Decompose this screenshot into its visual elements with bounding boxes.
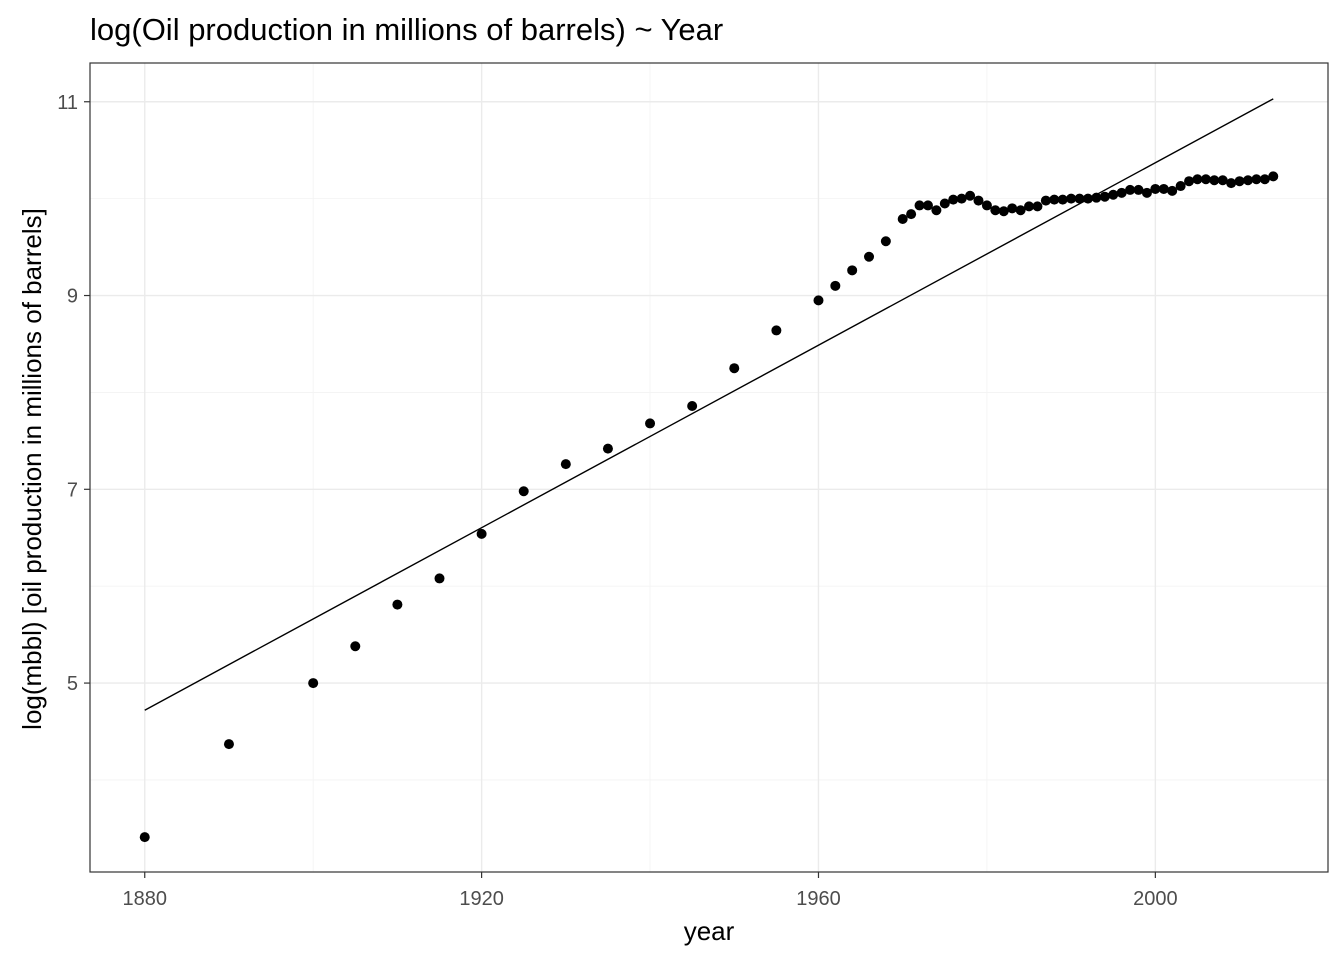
chart-title: log(Oil production in millions of barrel… bbox=[90, 12, 723, 47]
data-point bbox=[1015, 205, 1026, 216]
data-point bbox=[931, 205, 942, 216]
data-point bbox=[1108, 189, 1119, 200]
data-point bbox=[1125, 184, 1136, 195]
data-point bbox=[1049, 194, 1060, 205]
data-point bbox=[981, 200, 992, 211]
data-point bbox=[1192, 174, 1203, 185]
data-point bbox=[864, 251, 875, 262]
data-point bbox=[1175, 181, 1186, 192]
data-point bbox=[1116, 187, 1127, 198]
data-point bbox=[948, 194, 959, 205]
data-point bbox=[223, 739, 234, 750]
data-point bbox=[897, 213, 908, 224]
data-point bbox=[1057, 194, 1068, 205]
regression-layer bbox=[144, 98, 1274, 711]
data-point bbox=[990, 205, 1001, 216]
data-point bbox=[1184, 176, 1195, 187]
data-point bbox=[830, 280, 841, 291]
data-point bbox=[1268, 171, 1279, 182]
y-tick-label: 7 bbox=[67, 479, 78, 501]
data-point bbox=[687, 400, 698, 411]
data-point bbox=[998, 206, 1009, 217]
x-tick-label: 2000 bbox=[1133, 888, 1178, 910]
data-point bbox=[1251, 174, 1262, 185]
panel-border bbox=[89, 62, 1329, 873]
data-point bbox=[1200, 174, 1211, 185]
data-point bbox=[880, 236, 891, 247]
x-axis-title: year bbox=[684, 916, 735, 946]
data-point bbox=[973, 195, 984, 206]
data-point bbox=[1032, 201, 1043, 212]
data-point bbox=[1040, 195, 1051, 206]
y-axis-ticks: 5 7 9 11 bbox=[57, 92, 90, 695]
data-point bbox=[729, 363, 740, 374]
data-point bbox=[518, 486, 529, 497]
data-point bbox=[1242, 175, 1253, 186]
data-point bbox=[308, 678, 319, 689]
y-tick-label: 9 bbox=[67, 286, 78, 308]
minor-grid bbox=[90, 63, 1328, 872]
data-point bbox=[771, 325, 782, 336]
data-point bbox=[350, 641, 361, 652]
x-tick-label: 1880 bbox=[122, 888, 167, 910]
data-point bbox=[1217, 175, 1228, 186]
data-point bbox=[1133, 184, 1144, 195]
x-tick-label: 1960 bbox=[796, 888, 841, 910]
data-point bbox=[906, 209, 917, 220]
data-point bbox=[1141, 187, 1152, 198]
data-point bbox=[476, 528, 487, 539]
y-tick-label: 5 bbox=[67, 673, 78, 695]
data-point bbox=[847, 265, 858, 276]
data-point bbox=[602, 443, 613, 454]
scatter-points bbox=[139, 171, 1279, 843]
data-point bbox=[1082, 193, 1093, 204]
data-point bbox=[1091, 192, 1102, 203]
y-axis-title: log(mbbl) [oil production in millions of… bbox=[17, 208, 47, 730]
data-point bbox=[1209, 175, 1220, 186]
x-axis-ticks: 1880 1920 1960 2000 bbox=[122, 872, 1178, 910]
data-point bbox=[1167, 185, 1178, 196]
data-point bbox=[1074, 193, 1085, 204]
y-tick-label: 11 bbox=[57, 92, 78, 114]
data-point bbox=[139, 832, 150, 843]
data-point bbox=[939, 198, 950, 209]
data-point bbox=[922, 200, 933, 211]
data-point bbox=[914, 200, 925, 211]
data-point bbox=[1150, 183, 1161, 194]
major-grid bbox=[90, 63, 1328, 872]
data-point bbox=[965, 190, 976, 201]
data-point bbox=[1099, 191, 1110, 202]
data-point bbox=[1066, 193, 1077, 204]
data-point bbox=[956, 193, 967, 204]
data-point bbox=[1007, 203, 1018, 214]
data-point bbox=[392, 599, 403, 610]
x-tick-label: 1920 bbox=[459, 888, 504, 910]
data-point bbox=[645, 418, 656, 429]
data-point bbox=[1226, 178, 1237, 189]
data-point bbox=[1158, 183, 1169, 194]
data-point bbox=[560, 459, 571, 470]
data-point bbox=[1234, 176, 1245, 187]
data-point bbox=[813, 295, 824, 306]
data-point bbox=[434, 573, 445, 584]
data-point bbox=[1024, 201, 1035, 212]
data-point bbox=[1259, 174, 1270, 185]
regression-line bbox=[144, 98, 1274, 711]
